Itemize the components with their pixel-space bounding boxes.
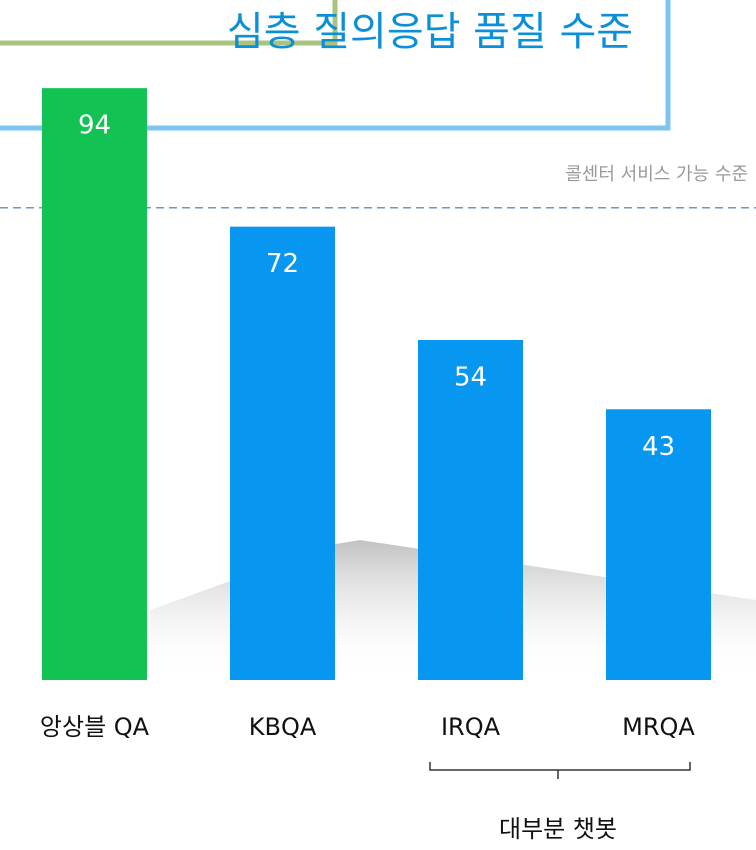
bracket	[429, 762, 691, 771]
bracket-label: 대부분 챗봇	[499, 815, 617, 843]
chart-title: 심층 질의응답 품질 수준	[227, 9, 633, 55]
x-tick-label: 앙상블 QA	[40, 713, 150, 741]
value-label: 72	[266, 249, 299, 279]
x-tick-label: KBQA	[249, 713, 317, 741]
value-label: 94	[78, 111, 111, 141]
bar	[606, 409, 711, 680]
value-label: 43	[642, 432, 675, 462]
x-tick-label: IRQA	[441, 713, 501, 741]
bar	[42, 88, 147, 681]
bar	[418, 340, 523, 680]
threshold-label: 콜센터 서비스 가능 수준	[565, 164, 748, 185]
frame-green	[0, 0, 338, 46]
value-label: 54	[454, 363, 487, 393]
x-tick-label: MRQA	[622, 713, 695, 741]
bar	[230, 226, 335, 680]
frame-blue	[0, 0, 671, 131]
